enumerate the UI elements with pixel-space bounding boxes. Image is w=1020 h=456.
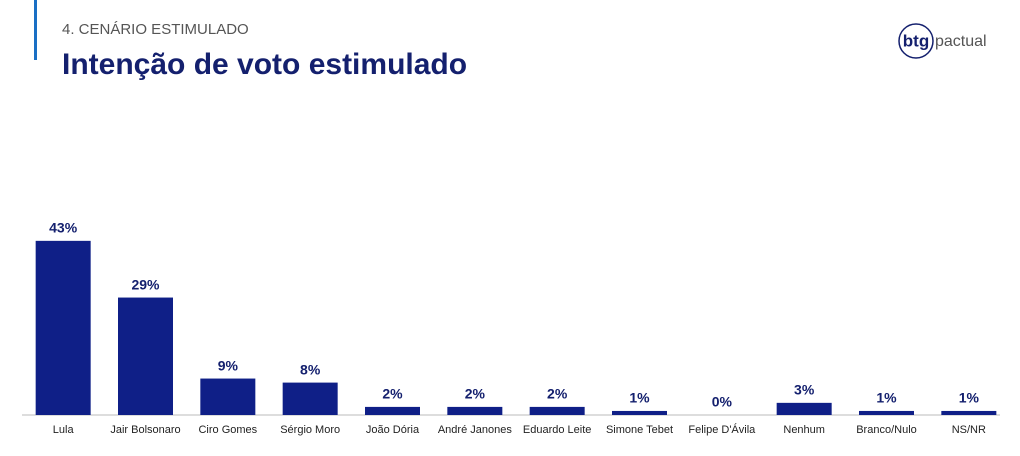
bar [941,410,997,415]
value-label: 1% [629,390,650,406]
x-tick-label: Sérgio Moro [280,424,340,436]
x-tick-label: Ciro Gomes [198,424,257,436]
accent-bar [34,0,37,60]
value-label: 43% [49,220,78,236]
value-label: 3% [794,382,815,398]
x-tick-label: Simone Tebet [606,424,673,436]
x-tick-label: Eduardo Leite [523,424,592,436]
logo-name: pactual [935,33,987,50]
bar [859,410,914,415]
value-label: 1% [876,390,897,406]
value-label: 1% [959,390,980,406]
value-label: 2% [465,386,486,402]
value-label: 2% [547,386,568,402]
bar [118,297,173,415]
value-label: 2% [382,386,403,402]
value-label: 9% [218,357,239,373]
bar [612,410,667,415]
x-tick-label: André Janones [438,424,512,436]
x-tick-label: João Dória [366,424,420,436]
bar [447,406,503,415]
x-tick-label: Jair Bolsonaro [110,424,180,436]
x-tick-label: NS/NR [952,424,986,436]
bar [35,240,91,415]
x-tick-label: Branco/Nulo [856,424,917,436]
value-label: 0% [712,394,733,410]
bar [529,406,585,415]
page-title: Intenção de voto estimulado [62,48,467,81]
bar [365,406,420,415]
section-label: 4. CENÁRIO ESTIMULADO [62,21,249,38]
x-tick-label: Felipe D'Ávila [688,423,756,436]
x-tick-label: Lula [53,424,75,436]
x-tick-label: Nenhum [783,424,825,436]
bar [282,382,338,415]
value-label: 8% [300,361,321,377]
bar [200,378,256,415]
value-label: 29% [131,276,160,292]
logo-ring [898,23,934,59]
bar [776,402,832,415]
logo-mark: btg [903,31,929,50]
